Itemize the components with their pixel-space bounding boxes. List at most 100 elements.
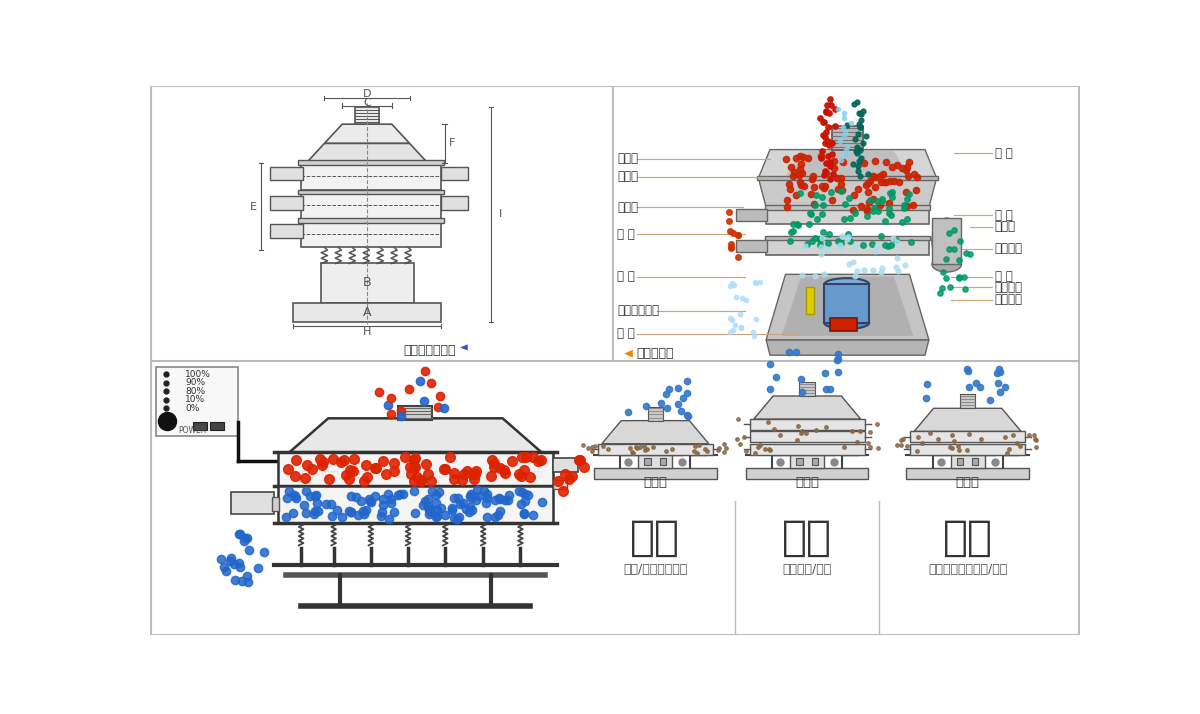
Polygon shape (781, 276, 913, 336)
Bar (812, 458, 818, 466)
Polygon shape (758, 178, 937, 207)
Bar (193, 422, 206, 430)
Polygon shape (914, 408, 1021, 431)
Text: I: I (499, 209, 502, 219)
Bar (270, 166, 302, 181)
Text: 机 座: 机 座 (617, 327, 635, 340)
Bar (156, 367, 238, 436)
Text: 振动电机: 振动电机 (995, 281, 1022, 294)
Bar (750, 443, 864, 455)
Bar (553, 458, 578, 472)
Bar (660, 458, 666, 466)
Text: 进料口: 进料口 (617, 152, 638, 166)
Polygon shape (324, 124, 409, 144)
Text: 弹 簧: 弹 簧 (617, 270, 635, 283)
Ellipse shape (932, 218, 961, 264)
Text: 超声波振动筛: 超声波振动筛 (289, 471, 314, 477)
Text: 去除异物/结块: 去除异物/结块 (782, 563, 832, 575)
Bar (270, 196, 302, 210)
Bar (972, 458, 978, 466)
Bar (398, 406, 432, 420)
Text: 出料口: 出料口 (617, 201, 638, 213)
Bar (932, 218, 961, 264)
Text: 外形尺寸示意图: 外形尺寸示意图 (403, 344, 456, 357)
Text: 上部重锤: 上部重锤 (995, 243, 1022, 256)
Text: POWER: POWER (179, 426, 206, 435)
Bar (764, 205, 930, 210)
Bar (746, 468, 869, 479)
Bar (320, 263, 414, 303)
Polygon shape (786, 151, 910, 176)
Bar (911, 443, 1025, 455)
Text: 束 环: 束 环 (617, 228, 635, 241)
Bar (232, 492, 274, 514)
Text: 超声波振动筛: 超声波振动筛 (517, 471, 542, 477)
Polygon shape (766, 340, 929, 355)
Text: 去除液体中的颗粒/异物: 去除液体中的颗粒/异物 (928, 563, 1007, 575)
Text: 100%: 100% (185, 370, 211, 379)
Text: D: D (362, 89, 371, 99)
Text: 除杂: 除杂 (943, 517, 992, 558)
Bar (757, 176, 938, 181)
Bar (790, 455, 824, 468)
Bar (298, 161, 444, 165)
Bar (830, 318, 857, 331)
Text: 加重块: 加重块 (995, 220, 1015, 233)
Bar (298, 190, 444, 194)
Bar (598, 443, 713, 455)
Polygon shape (460, 344, 468, 351)
Text: 颗粒/粉末准确分级: 颗粒/粉末准确分级 (623, 563, 688, 575)
Bar (301, 163, 440, 190)
Polygon shape (289, 418, 541, 452)
Bar (440, 166, 468, 181)
Text: 80%: 80% (185, 387, 205, 396)
Polygon shape (306, 144, 427, 163)
Text: 超声波振动筛: 超声波振动筛 (452, 471, 478, 477)
Text: H: H (362, 327, 371, 337)
Text: 超声波振动筛: 超声波振动筛 (420, 471, 445, 477)
Bar (638, 455, 672, 468)
Bar (293, 303, 440, 322)
Ellipse shape (824, 317, 869, 329)
Polygon shape (754, 396, 860, 419)
Bar (911, 431, 1025, 442)
Text: 网 架: 网 架 (995, 208, 1013, 221)
Bar (824, 284, 869, 323)
Bar (440, 196, 468, 210)
Text: 结构示意图: 结构示意图 (636, 347, 673, 360)
Text: 超声波振动筛: 超声波振动筛 (485, 471, 510, 477)
Bar (594, 468, 716, 479)
Text: A: A (362, 306, 371, 319)
Polygon shape (758, 150, 937, 178)
Bar (301, 192, 440, 219)
Text: 过滤: 过滤 (782, 517, 833, 558)
Bar (960, 394, 976, 408)
Text: E: E (250, 201, 257, 211)
Text: 筛 盘: 筛 盘 (995, 270, 1013, 283)
Bar (764, 236, 930, 241)
Bar (278, 486, 553, 523)
Polygon shape (602, 421, 709, 443)
Text: 单层式: 单层式 (643, 476, 667, 488)
Bar (766, 207, 929, 224)
Text: 90%: 90% (185, 378, 205, 388)
Ellipse shape (824, 278, 869, 291)
Text: 10%: 10% (185, 396, 205, 404)
Bar (750, 419, 864, 430)
Bar (301, 221, 440, 247)
Bar (799, 382, 815, 396)
Text: 三层式: 三层式 (796, 476, 820, 488)
Text: 筛 网: 筛 网 (995, 147, 1013, 160)
Bar (648, 407, 664, 421)
Bar (806, 288, 814, 314)
Polygon shape (766, 274, 929, 340)
Bar (797, 458, 803, 466)
Bar (298, 218, 444, 223)
Bar (950, 455, 985, 468)
Text: 下部重锤: 下部重锤 (995, 293, 1022, 306)
Text: 超声波振动筛: 超声波振动筛 (355, 471, 380, 477)
Bar (355, 107, 379, 124)
Text: 防尘盖: 防尘盖 (617, 170, 638, 183)
Text: C: C (364, 98, 371, 108)
Bar (553, 480, 566, 489)
